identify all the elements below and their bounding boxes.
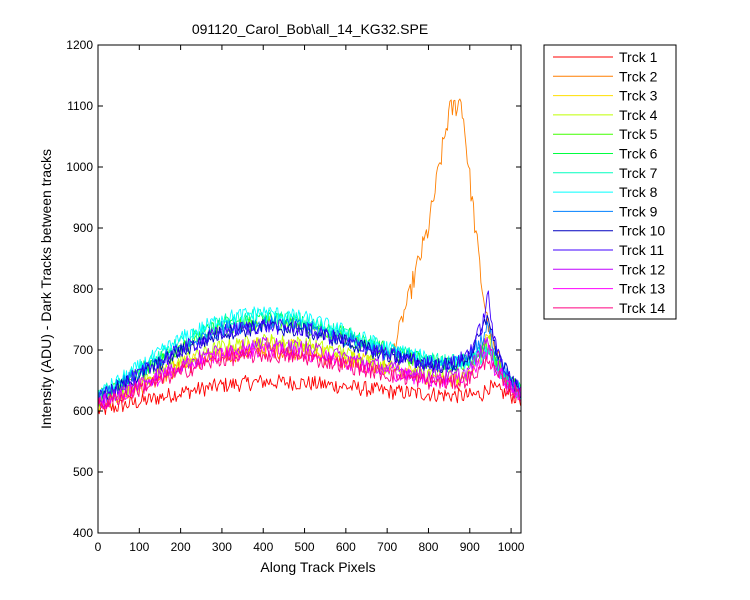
legend-label-5: Trck 5: [619, 126, 658, 142]
y-tick-label-5: 900: [73, 221, 93, 235]
y-tick-label-7: 1100: [67, 99, 93, 113]
x-tick-label-10: 1000: [498, 540, 525, 554]
legend-label-6: Trck 6: [619, 146, 658, 162]
x-tick-label-1: 100: [129, 540, 149, 554]
legend: Trck 1 Trck 2 Trck 3 Trck 4 Trck 5 Trck 6 Trck…: [543, 44, 677, 320]
legend-box: [543, 44, 677, 320]
legend-label-11: Trck 11: [619, 242, 664, 258]
legend-label-12: Trck 12: [619, 261, 665, 277]
x-axis-label: Along Track Pixels: [260, 559, 375, 575]
legend-label-9: Trck 9: [619, 203, 658, 219]
x-tick-label-6: 600: [336, 540, 356, 554]
x-tick-label-7: 700: [377, 540, 397, 554]
series-line-11: [97, 290, 522, 406]
axes-layer: 0 100 200 300 400 500 600 700 800 900 1000 400 500 60…: [66, 38, 524, 554]
x-tick-label-9: 900: [460, 540, 480, 554]
y-tick-label-4: 800: [73, 282, 93, 296]
legend-label-10: Trck 10: [619, 223, 665, 239]
x-tick-label-3: 300: [212, 540, 232, 554]
plot-area: [98, 45, 521, 533]
series-line-14: [97, 347, 522, 410]
y-tick-label-3: 700: [73, 343, 93, 357]
y-axis-label: Intensity (ADU) - Dark Tracks between tr…: [38, 149, 54, 429]
y-tick-label-0: 400: [73, 526, 93, 540]
y-tick-label-1: 500: [73, 465, 93, 479]
x-tick-label-2: 200: [171, 540, 191, 554]
y-tick-label-6: 1000: [66, 160, 93, 174]
legend-label-7: Trck 7: [619, 165, 658, 181]
legend-label-4: Trck 4: [619, 107, 658, 123]
series-line-12: [97, 336, 522, 410]
legend-label-8: Trck 8: [619, 184, 658, 200]
legend-label-3: Trck 3: [619, 88, 658, 104]
series-line-1: [97, 374, 522, 415]
chart-title: 091120_Carol_Bob\all_14_KG32.SPE: [192, 21, 428, 37]
x-tick-label-8: 800: [418, 540, 438, 554]
legend-items: Trck 1 Trck 2 Trck 3 Trck 4 Trck 5 Trck 6 Trck…: [553, 49, 665, 316]
legend-label-13: Trck 13: [619, 281, 665, 297]
x-tick-label-0: 0: [95, 540, 102, 554]
x-tick-label-5: 500: [295, 540, 315, 554]
y-tick-label-8: 1200: [66, 38, 93, 52]
legend-label-14: Trck 14: [619, 300, 665, 316]
x-tick-label-4: 400: [253, 540, 273, 554]
series-layer: [97, 98, 522, 415]
legend-label-1: Trck 1: [619, 49, 658, 65]
legend-label-2: Trck 2: [619, 68, 658, 84]
y-tick-label-2: 600: [73, 404, 93, 418]
